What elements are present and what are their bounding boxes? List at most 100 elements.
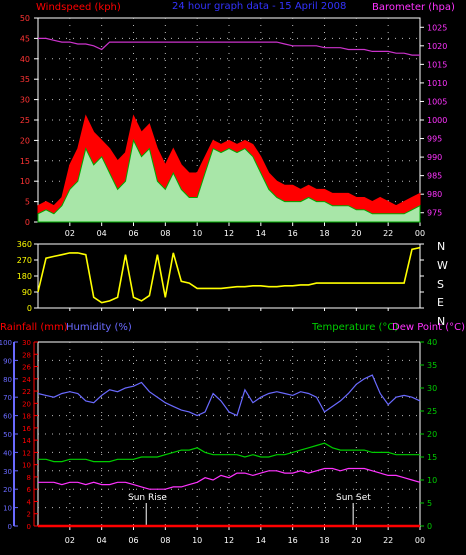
humidity-tick-label: 30 — [3, 468, 12, 476]
barometer-y-tick-label: 1025 — [427, 23, 447, 32]
lower-x-tick-label: 20 — [351, 536, 361, 545]
lower-x-tick-label: 16 — [288, 536, 298, 545]
humidity-label: Humidity (%) — [66, 322, 132, 333]
windspeed-x-tick-label: 16 — [288, 229, 298, 238]
dewpoint-line — [38, 467, 421, 490]
dewpoint-label: Dew Point (°C) — [392, 322, 465, 333]
wind-direction-y-tick-label: 180 — [17, 272, 32, 281]
humidity-line — [37, 374, 421, 417]
temperature-tick-label: 35 — [427, 361, 437, 370]
windspeed-x-tick-label: 18 — [319, 229, 329, 238]
windspeed-y-tick-label: 40 — [20, 55, 30, 64]
humidity-tick-label: 50 — [3, 431, 12, 439]
windspeed-area — [37, 138, 421, 223]
windspeed-x-tick-label: 04 — [97, 229, 107, 238]
wind-direction-y-tick-label: 90 — [22, 288, 32, 297]
windspeed-label: Windspeed (kph) — [36, 2, 121, 13]
temperature-tick-label: 5 — [427, 499, 432, 508]
lower-x-tick-label: 02 — [65, 536, 75, 545]
windspeed-x-tick-label: 06 — [128, 229, 138, 238]
windspeed-y-tick-label: 0 — [25, 218, 30, 227]
barometer-y-tick-label: 1010 — [427, 79, 447, 88]
rainfall-tick-label: 20 — [22, 400, 31, 408]
temperature-tick-label: 25 — [427, 407, 437, 416]
windspeed-panel: 0510152025303540455097598098599099510001… — [20, 14, 448, 238]
windspeed-y-tick-label: 5 — [25, 198, 30, 207]
lower-x-tick-label: 14 — [256, 536, 266, 545]
windspeed-x-tick-label: 20 — [351, 229, 361, 238]
rainfall-tick-label: 18 — [22, 413, 31, 421]
windspeed-y-tick-label: 30 — [20, 96, 30, 105]
rainfall-tick-label: 0 — [27, 523, 31, 531]
humidity-tick-label: 20 — [3, 486, 12, 494]
barometer-line — [38, 37, 420, 56]
wind-direction-panel: 0 90 180 270 360 — [17, 240, 424, 313]
wind-direction-y-tick-label: 270 — [17, 256, 32, 265]
compass-s: S — [437, 278, 444, 291]
barometer-y-tick-label: 995 — [427, 135, 442, 144]
humidity-tick-label: 80 — [3, 376, 12, 384]
rainfall-tick-label: 16 — [22, 425, 31, 433]
barometer-y-tick-label: 1000 — [427, 116, 447, 125]
temperature-label: Temperature (°C) — [311, 322, 398, 333]
windspeed-y-tick-label: 50 — [20, 14, 30, 23]
rainfall-tick-label: 22 — [22, 388, 31, 396]
windspeed-y-tick-label: 15 — [20, 157, 30, 166]
rainfall-tick-label: 6 — [27, 486, 32, 494]
windspeed-x-tick-label: 10 — [192, 229, 202, 238]
humidity-tick-label: 70 — [3, 394, 12, 402]
windspeed-x-tick-label: 00 — [415, 229, 425, 238]
graph-title: 24 hour graph data - 15 April 2008 — [172, 1, 346, 12]
windspeed-x-tick-label: 14 — [256, 229, 266, 238]
humidity-tick-label: 40 — [3, 449, 12, 457]
rainfall-tick-label: 10 — [22, 462, 31, 470]
barometer-label: Barometer (hpa) — [372, 2, 455, 13]
wind-direction-line — [37, 246, 421, 304]
rainfall-tick-label: 24 — [22, 376, 31, 384]
barometer-y-tick-label: 1020 — [427, 42, 447, 51]
rainfall-tick-label: 12 — [22, 449, 31, 457]
compass-n-top: N — [437, 240, 445, 253]
lower-x-tick-label: 22 — [383, 536, 393, 545]
temperature-tick-label: 10 — [427, 476, 437, 485]
humidity-tick-label: 100 — [0, 339, 12, 347]
temperature-tick-label: 15 — [427, 453, 437, 462]
barometer-y-tick-label: 1015 — [427, 60, 447, 69]
temperature-tick-label: 20 — [427, 430, 437, 439]
windspeed-x-tick-label: 12 — [224, 229, 234, 238]
windspeed-y-tick-label: 20 — [20, 136, 30, 145]
compass-w: W — [437, 259, 448, 272]
wind-direction-y-tick-label: 0 — [27, 304, 32, 313]
sunrise-label: Sun Rise — [128, 493, 167, 503]
humidity-tick-label: 10 — [3, 505, 12, 513]
barometer-y-tick-label: 975 — [427, 209, 442, 218]
rain-humidity-temperature-panel: 0 10 20 30 40 5 06 0 70 80 90 100 02 4 6 8 10 12 14 16 18 20 2… — [0, 338, 437, 545]
lower-x-tick-label: 06 — [128, 536, 138, 545]
sunset-label: Sun Set — [336, 493, 371, 503]
compass-e: E — [437, 296, 444, 309]
windspeed-y-tick-label: 45 — [20, 34, 30, 43]
humidity-tick-label: 90 — [3, 357, 12, 365]
rainfall-tick-label: 30 — [22, 339, 31, 347]
rainfall-tick-label: 14 — [22, 437, 31, 445]
barometer-y-tick-label: 980 — [427, 190, 442, 199]
temperature-line — [38, 442, 420, 463]
temperature-tick-label: 0 — [427, 522, 432, 531]
compass-n-bottom: N — [437, 315, 445, 328]
rainfall-tick-label: 2 — [27, 511, 31, 519]
rainfall-tick-label: 4 — [27, 498, 32, 506]
windspeed-x-tick-label: 08 — [160, 229, 170, 238]
windspeed-y-tick-label: 25 — [20, 116, 30, 125]
wind-direction-y-tick-label: 360 — [17, 240, 32, 249]
lower-x-tick-label: 18 — [319, 536, 329, 545]
windspeed-y-tick-label: 35 — [20, 75, 30, 84]
temperature-tick-label: 30 — [427, 384, 437, 393]
rainfall-tick-label: 8 — [27, 474, 31, 482]
windspeed-x-tick-label: 22 — [383, 229, 393, 238]
lower-x-tick-label: 10 — [192, 536, 202, 545]
barometer-y-tick-label: 1005 — [427, 97, 447, 106]
rainfall-tick-label: 28 — [22, 351, 31, 359]
rainfall-label: Rainfall (mm) — [0, 322, 68, 333]
